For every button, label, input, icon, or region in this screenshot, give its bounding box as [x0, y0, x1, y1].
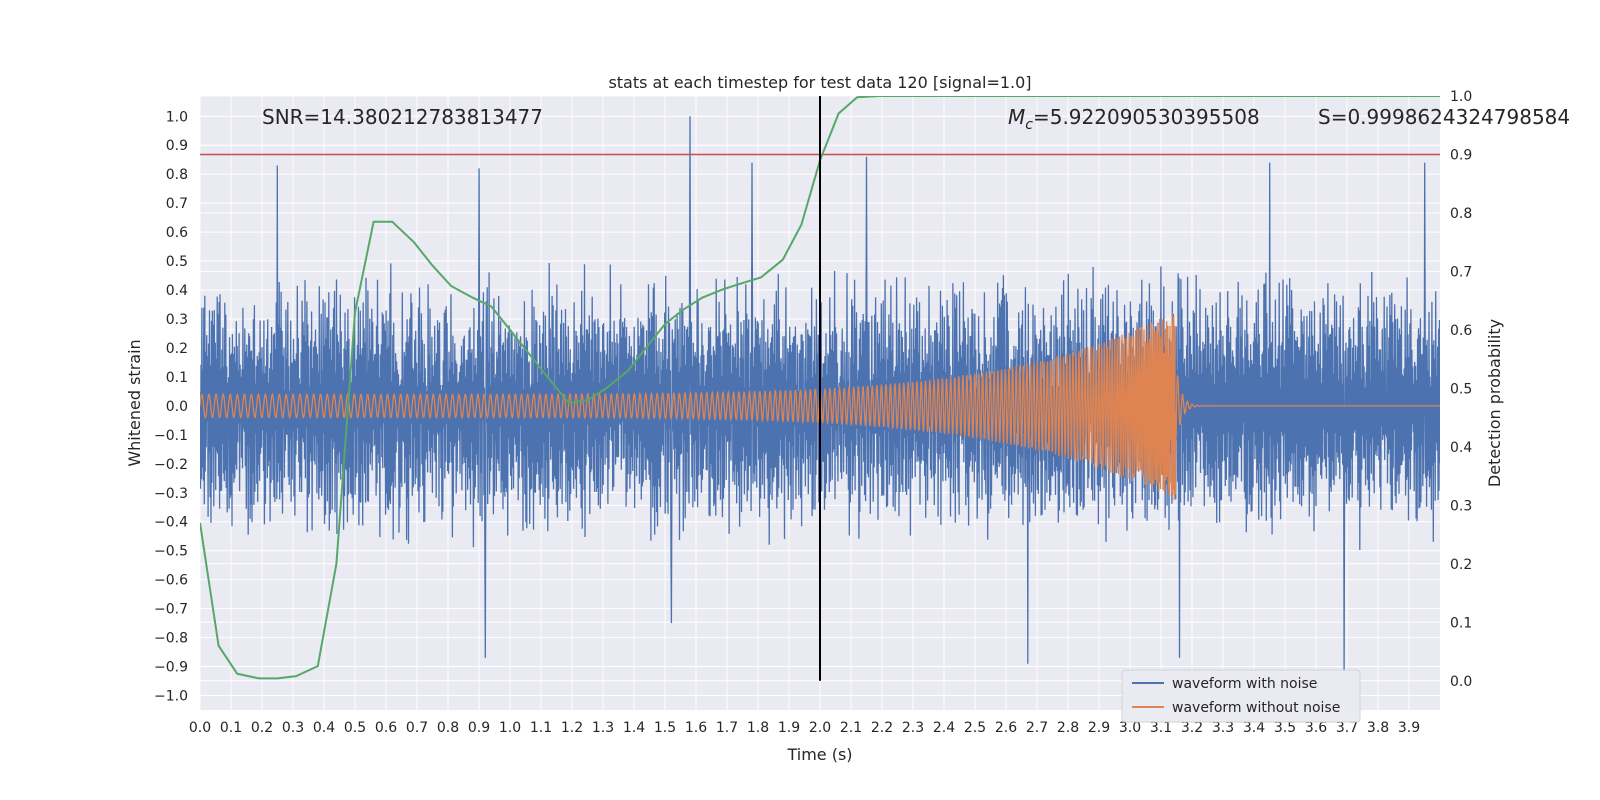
y-tick-label-left: −0.8: [154, 631, 188, 647]
y-tick-label-right: 0.2: [1450, 557, 1472, 573]
y-axis-label-right: Detection probability: [1485, 319, 1504, 487]
legend-label-clean: waveform without noise: [1172, 700, 1340, 716]
y-tick-label-right: 0.1: [1450, 615, 1472, 631]
x-tick-label: 1.7: [716, 720, 738, 736]
x-tick-label: 2.3: [902, 720, 924, 736]
y-tick-label-right: 0.4: [1450, 440, 1472, 456]
x-tick-label: 2.1: [840, 720, 862, 736]
x-tick-label: 3.1: [1150, 720, 1172, 736]
legend-box: [1121, 669, 1361, 723]
x-tick-label: 0.2: [251, 720, 273, 736]
x-tick-label: 1.4: [623, 720, 645, 736]
x-tick-label: 3.8: [1367, 720, 1389, 736]
chirp-mass-subscript: c: [1025, 117, 1033, 133]
legend: waveform with noise waveform without noi…: [1121, 669, 1361, 723]
x-tick-label: 2.6: [995, 720, 1017, 736]
y-tick-label-right: 0.0: [1450, 674, 1472, 690]
x-tick-label: 3.3: [1212, 720, 1234, 736]
x-tick-label: 0.4: [313, 720, 335, 736]
chirp-mass-symbol: M: [1008, 105, 1025, 129]
x-tick-label: 3.0: [1119, 720, 1141, 736]
y-tick-label-right: 0.3: [1450, 498, 1472, 514]
chirp-mass-value: =5.922090530395508: [1033, 105, 1260, 129]
y-tick-label-left: 0.0: [166, 399, 188, 415]
y-tick-label-right: 0.9: [1450, 147, 1472, 163]
x-axis-label: Time (s): [786, 745, 852, 764]
x-tick-label: 1.8: [747, 720, 769, 736]
x-tick-label: 3.5: [1274, 720, 1296, 736]
y-tick-label-right: 0.8: [1450, 206, 1472, 222]
x-tick-label: 1.6: [685, 720, 707, 736]
y-tick-label-left: −0.7: [154, 602, 188, 618]
chirp-mass-annotation: Mc=5.922090530395508: [1008, 105, 1260, 133]
y-tick-label-left: 0.2: [166, 341, 188, 357]
x-tick-label: 0.0: [189, 720, 211, 736]
y-tick-label-left: 0.5: [166, 254, 188, 270]
x-tick-label: 3.4: [1243, 720, 1265, 736]
series-layer: [200, 96, 1440, 681]
y-tick-label-right: 0.5: [1450, 381, 1472, 397]
y-tick-label-left: −0.4: [154, 515, 188, 531]
x-tick-label: 2.0: [809, 720, 831, 736]
y-tick-label-left: 0.1: [166, 370, 188, 386]
y-tick-label-left: 0.8: [166, 167, 188, 183]
x-tick-label: 0.6: [375, 720, 397, 736]
x-tick-label: 0.9: [468, 720, 490, 736]
y-tick-label-left: 1.0: [166, 109, 188, 125]
y-tick-label-left: 0.7: [166, 196, 188, 212]
x-tick-label: 0.3: [282, 720, 304, 736]
y-tick-label-left: −0.1: [154, 428, 188, 444]
x-tick-label: 0.8: [437, 720, 459, 736]
y-tick-label-left: −0.9: [154, 660, 188, 676]
x-tick-label: 0.1: [220, 720, 242, 736]
y-tick-label-left: 0.4: [166, 283, 188, 299]
x-tick-label: 2.5: [964, 720, 986, 736]
y-tick-label-left: −0.5: [154, 544, 188, 560]
x-tick-label: 1.1: [530, 720, 552, 736]
y-axis-label-left: Whitened strain: [125, 339, 144, 466]
x-tick-label: 2.9: [1088, 720, 1110, 736]
legend-label-noise: waveform with noise: [1172, 676, 1317, 692]
chart-title: stats at each timestep for test data 120…: [608, 73, 1031, 92]
y-tick-label-left: −0.6: [154, 573, 188, 589]
y-tick-label-left: −0.3: [154, 486, 188, 502]
x-tick-label: 3.7: [1336, 720, 1358, 736]
y-tick-label-left: 0.3: [166, 312, 188, 328]
y-tick-label-left: 0.9: [166, 138, 188, 154]
x-tick-label: 0.7: [406, 720, 428, 736]
x-tick-label: 3.6: [1305, 720, 1327, 736]
x-tick-label: 2.8: [1057, 720, 1079, 736]
x-tick-label: 3.9: [1398, 720, 1420, 736]
x-tick-label: 1.0: [499, 720, 521, 736]
y-tick-label-left: −1.0: [154, 689, 188, 705]
ticks: 0.0 0.1 0.2 0.3 0.4 0.5 0.6 0.7 0.8 0.9 1.0 1.1 1.2 1…: [154, 89, 1472, 736]
x-tick-label: 2.2: [871, 720, 893, 736]
x-tick-label: 1.5: [654, 720, 676, 736]
y-tick-label-left: −0.2: [154, 457, 188, 473]
x-tick-label: 2.7: [1026, 720, 1048, 736]
x-tick-label: 0.5: [344, 720, 366, 736]
y-tick-label-left: 0.6: [166, 225, 188, 241]
y-tick-label-right: 0.6: [1450, 323, 1472, 339]
series-detection-probability: [200, 96, 1440, 680]
y-tick-label-right: 1.0: [1450, 89, 1472, 105]
x-tick-label: 2.4: [933, 720, 955, 736]
x-tick-label: 1.3: [592, 720, 614, 736]
x-tick-label: 3.2: [1181, 720, 1203, 736]
snr-annotation: SNR=14.380212783813477: [262, 105, 543, 129]
s-annotation: S=0.9998624324798584: [1318, 105, 1570, 129]
x-tick-label: 1.9: [778, 720, 800, 736]
x-tick-label: 1.2: [561, 720, 583, 736]
y-tick-label-right: 0.7: [1450, 264, 1472, 280]
